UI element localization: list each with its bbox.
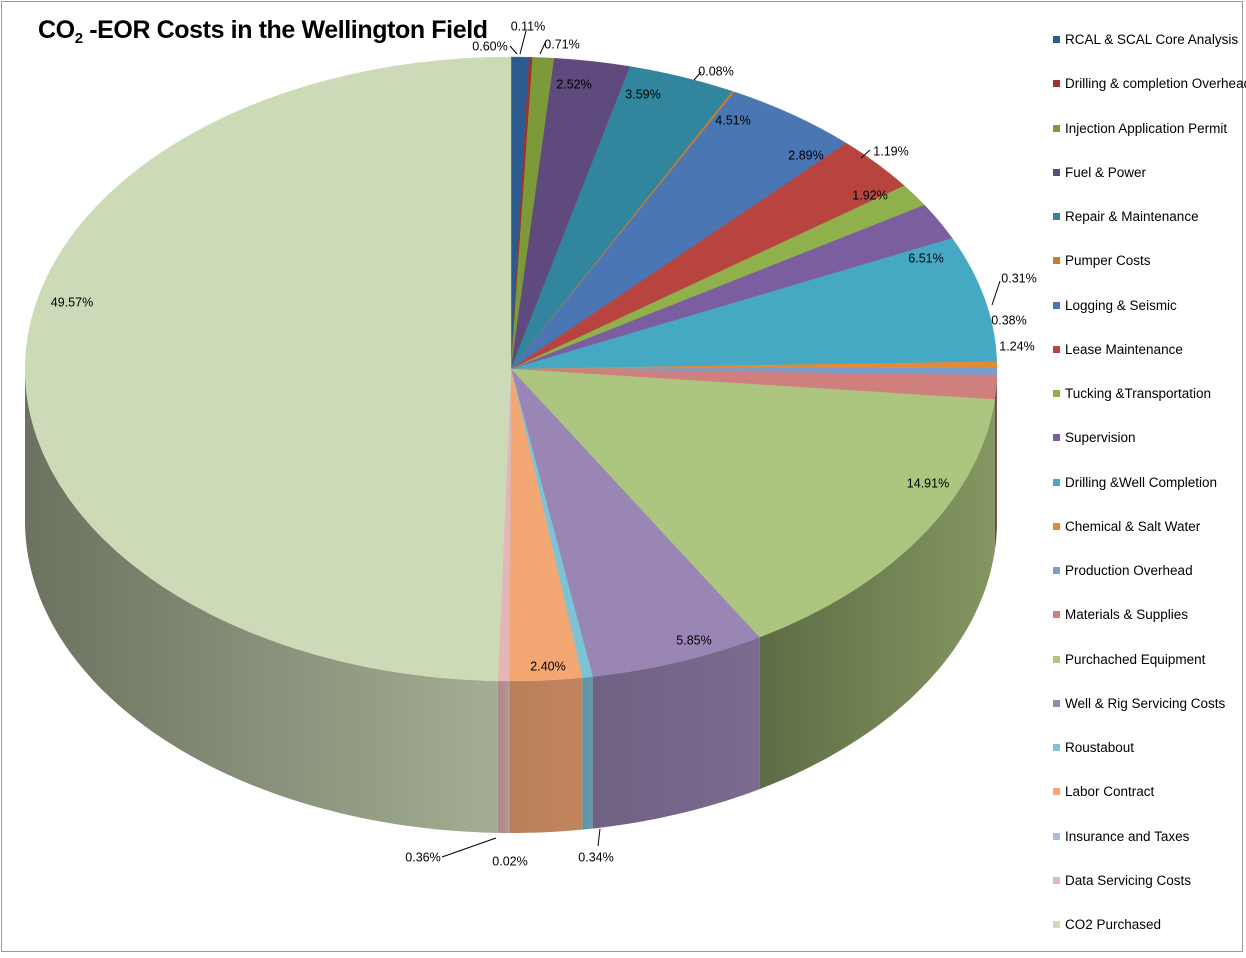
data-label-labor-contract: 2.40% <box>530 659 565 673</box>
data-label-drilling-well-completion: 6.51% <box>908 251 943 265</box>
legend-label: Lease Maintenance <box>1065 339 1183 361</box>
legend-label: Drilling & completion Overhead <box>1065 73 1246 95</box>
legend-label: RCAL & SCAL Core Analysis <box>1065 29 1238 51</box>
legend-item-supervision: Supervision <box>1053 427 1246 471</box>
data-label-supervision: 1.92% <box>852 188 887 202</box>
legend-item-insurance-and-taxes: Insurance and Taxes <box>1053 826 1246 870</box>
legend-swatch <box>1053 656 1060 663</box>
legend-swatch <box>1053 125 1060 132</box>
legend-label: Roustabout <box>1065 737 1134 759</box>
legend-item-fuel-power: Fuel & Power <box>1053 162 1246 206</box>
legend-swatch <box>1053 80 1060 87</box>
data-label-well-rig-servicing-costs: 5.85% <box>676 633 711 647</box>
data-label-production-overhead: 0.38% <box>991 313 1026 327</box>
pie-side-materials-supplies <box>995 375 997 551</box>
data-label-data-servicing-costs: 0.36% <box>405 850 440 864</box>
legend-swatch <box>1053 567 1060 574</box>
data-label-materials-supplies: 1.24% <box>999 339 1034 353</box>
legend-swatch <box>1053 390 1060 397</box>
data-label-co2-purchased: 49.57% <box>51 295 93 309</box>
legend-label: Tucking &Transportation <box>1065 383 1211 405</box>
legend-swatch <box>1053 434 1060 441</box>
legend-item-labor-contract: Labor Contract <box>1053 781 1246 825</box>
legend-swatch <box>1053 302 1060 309</box>
legend-item-pumper-costs: Pumper Costs <box>1053 250 1246 294</box>
legend-swatch <box>1053 788 1060 795</box>
legend-swatch <box>1053 611 1060 618</box>
legend-item-chemical-salt-water: Chemical & Salt Water <box>1053 516 1246 560</box>
legend-swatch <box>1053 346 1060 353</box>
data-label-lease-maintenance: 2.89% <box>788 148 823 162</box>
data-label-purchached-equipment: 14.91% <box>907 476 949 490</box>
legend-swatch <box>1053 744 1060 751</box>
data-label-roustabout: 0.34% <box>578 850 613 864</box>
legend-label: Labor Contract <box>1065 781 1154 803</box>
legend-item-lease-maintenance: Lease Maintenance <box>1053 339 1246 383</box>
legend-item-drilling-well-completion: Drilling &Well Completion <box>1053 472 1246 516</box>
leader-line-data-servicing-costs <box>442 838 496 857</box>
data-label-pumper-costs: 0.08% <box>698 64 733 78</box>
data-label-chemical-salt-water: 0.31% <box>1001 271 1036 285</box>
legend-label: Injection Application Permit <box>1065 118 1227 140</box>
data-label-repair-maintenance: 3.59% <box>625 87 660 101</box>
legend-label: Logging & Seismic <box>1065 295 1177 317</box>
legend-swatch <box>1053 921 1060 928</box>
legend-item-tucking-transportation: Tucking &Transportation <box>1053 383 1246 427</box>
legend: RCAL & SCAL Core Analysis Drilling & comp… <box>1053 29 1246 958</box>
data-label-logging-seismic: 4.51% <box>715 113 750 127</box>
legend-label: Repair & Maintenance <box>1065 206 1199 228</box>
legend-swatch <box>1053 700 1060 707</box>
pie-side-insurance-and-taxes <box>509 681 510 833</box>
data-label-rcal-scal-core-analysis: 0.60% <box>472 39 507 53</box>
leader-line-rcal-scal-core-analysis <box>510 46 517 54</box>
pie-side-labor-contract <box>509 678 582 833</box>
legend-swatch <box>1053 213 1060 220</box>
leader-line-drilling-completion-overhead <box>520 31 526 54</box>
data-label-injection-application-permit: 0.71% <box>544 37 579 51</box>
legend-item-materials-supplies: Materials & Supplies <box>1053 604 1246 648</box>
legend-item-repair-maintenance: Repair & Maintenance <box>1053 206 1246 250</box>
data-label-fuel-power: 2.52% <box>556 77 591 91</box>
legend-label: Drilling &Well Completion <box>1065 472 1217 494</box>
legend-item-purchached-equipment: Purchached Equipment <box>1053 649 1246 693</box>
legend-item-well-rig-servicing-costs: Well & Rig Servicing Costs <box>1053 693 1246 737</box>
legend-label: CO2 Purchased <box>1065 914 1161 936</box>
legend-item-co2-purchased: CO2 Purchased <box>1053 914 1246 958</box>
pie-side-data-servicing-costs <box>498 681 509 833</box>
legend-swatch <box>1053 479 1060 486</box>
legend-label: Production Overhead <box>1065 560 1193 582</box>
legend-label: Materials & Supplies <box>1065 604 1188 626</box>
legend-item-injection-application-permit: Injection Application Permit <box>1053 118 1246 162</box>
data-label-drilling-completion-overhead: 0.11% <box>511 19 546 33</box>
legend-swatch <box>1053 523 1060 530</box>
legend-label: Fuel & Power <box>1065 162 1146 184</box>
legend-label: Data Servicing Costs <box>1065 870 1191 892</box>
leader-line-roustabout <box>598 829 600 846</box>
legend-label: Well & Rig Servicing Costs <box>1065 693 1225 715</box>
legend-item-logging-seismic: Logging & Seismic <box>1053 295 1246 339</box>
legend-label: Supervision <box>1065 427 1136 449</box>
data-label-insurance-and-taxes: 0.02% <box>492 854 527 868</box>
legend-label: Chemical & Salt Water <box>1065 516 1200 538</box>
legend-swatch <box>1053 257 1060 264</box>
legend-item-production-overhead: Production Overhead <box>1053 560 1246 604</box>
data-label-tucking-transportation: 1.19% <box>873 144 908 158</box>
legend-item-drilling-completion-overhead: Drilling & completion Overhead <box>1053 73 1246 117</box>
legend-item-rcal-scal-core-analysis: RCAL & SCAL Core Analysis <box>1053 29 1246 73</box>
legend-label: Purchached Equipment <box>1065 649 1205 671</box>
leader-line-chemical-salt-water <box>992 281 1000 305</box>
legend-swatch <box>1053 833 1060 840</box>
legend-swatch <box>1053 36 1060 43</box>
pie-side-roustabout <box>582 677 592 830</box>
legend-swatch <box>1053 169 1060 176</box>
legend-label: Insurance and Taxes <box>1065 826 1189 848</box>
legend-swatch <box>1053 877 1060 884</box>
pie-top-layer <box>25 57 997 681</box>
legend-label: Pumper Costs <box>1065 250 1151 272</box>
legend-item-data-servicing-costs: Data Servicing Costs <box>1053 870 1246 914</box>
legend-item-roustabout: Roustabout <box>1053 737 1246 781</box>
